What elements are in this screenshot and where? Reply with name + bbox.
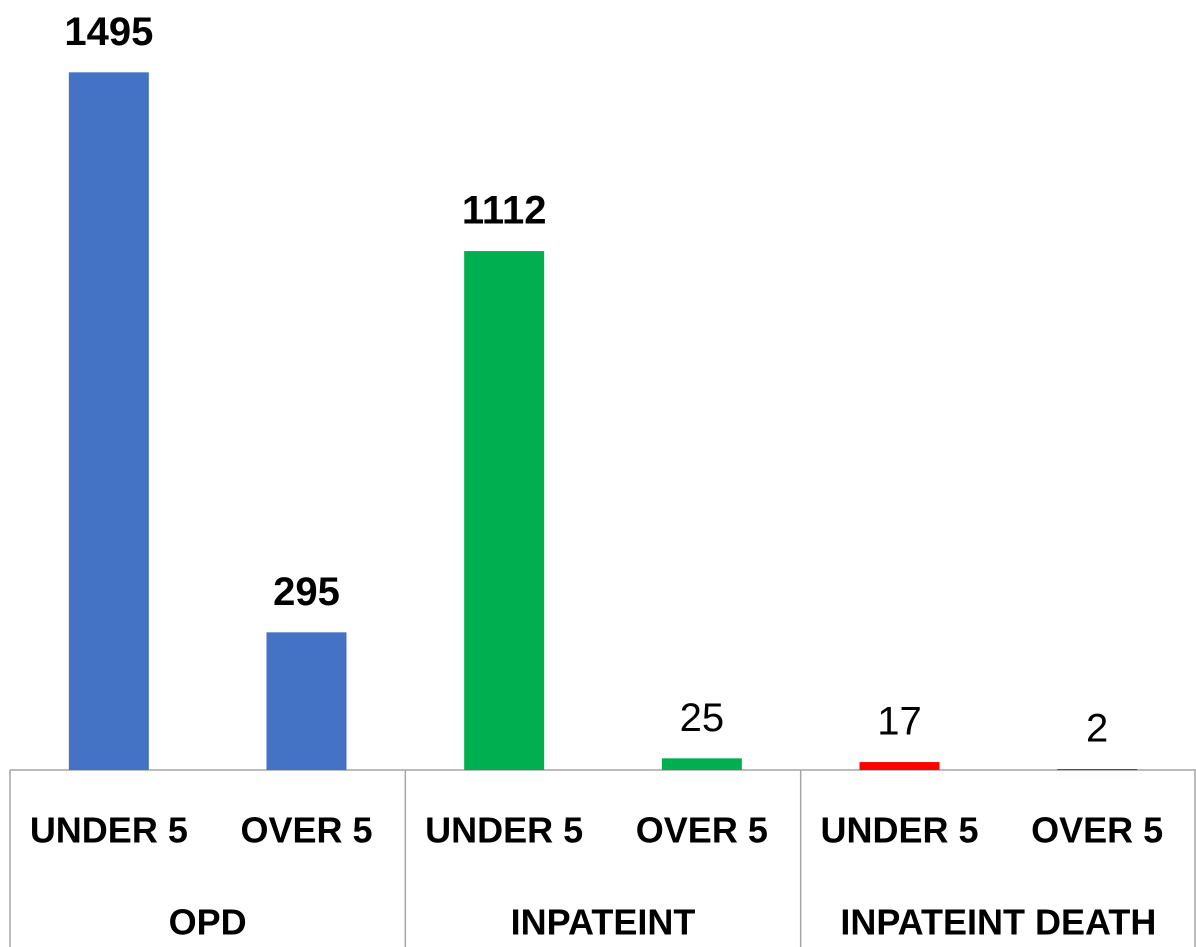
value-label: 25: [680, 696, 725, 740]
x-tick-label: UNDER 5: [425, 810, 583, 851]
value-label: 1495: [64, 10, 153, 54]
bar: [859, 762, 940, 770]
value-label: 17: [877, 700, 922, 744]
bar: [68, 72, 149, 771]
x-tick-label: UNDER 5: [30, 810, 188, 851]
value-label: 295: [273, 570, 340, 614]
x-tick-label: OVER 5: [240, 810, 372, 851]
group-label: INPATEINT DEATH: [840, 902, 1156, 943]
value-label: 1112: [462, 189, 547, 233]
bar: [464, 251, 545, 771]
bar: [1057, 769, 1138, 771]
group-label: OPD: [169, 902, 247, 943]
x-tick-label: UNDER 5: [820, 810, 978, 851]
bar: [266, 632, 347, 770]
bar: [661, 758, 742, 770]
value-label: 2: [1086, 707, 1108, 751]
group-label: INPATEINT: [511, 902, 696, 943]
x-tick-label: OVER 5: [1031, 810, 1163, 851]
x-tick-label: OVER 5: [636, 810, 768, 851]
